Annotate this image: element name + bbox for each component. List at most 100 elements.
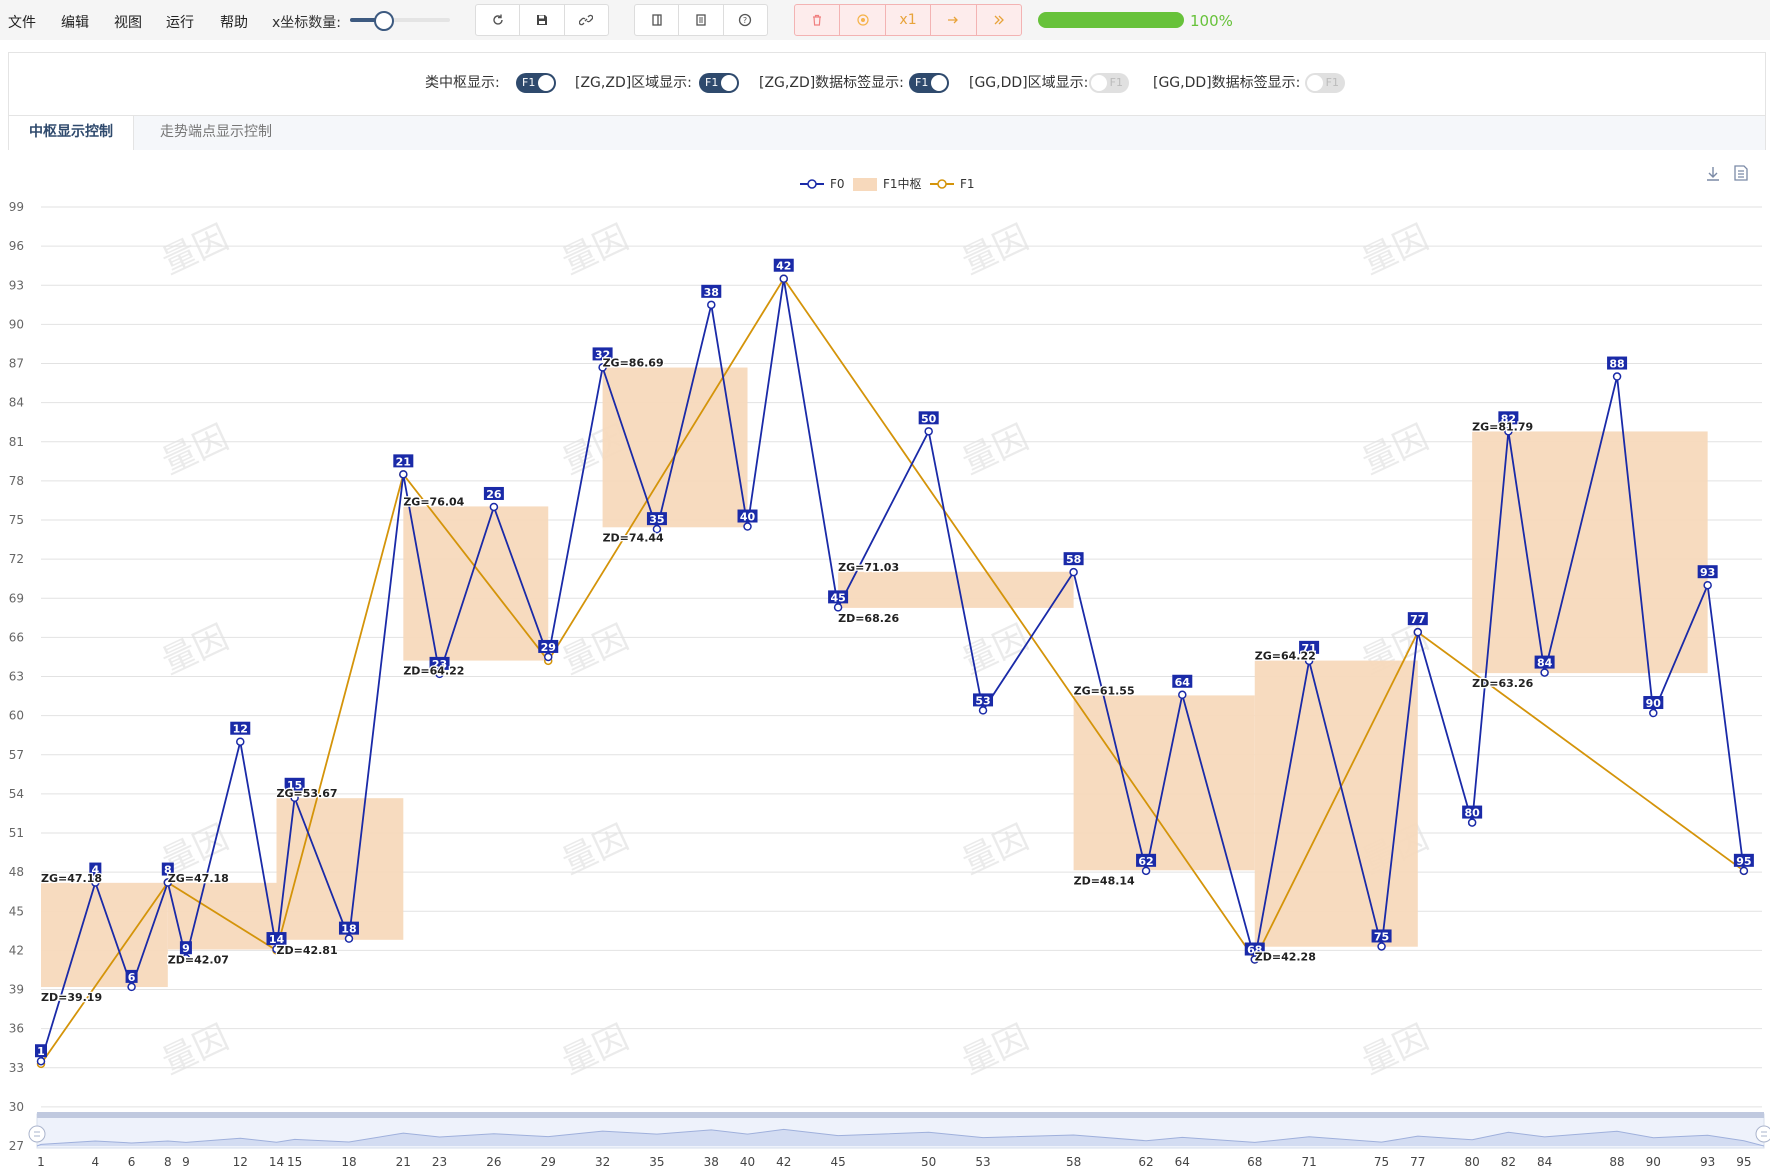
switch-label-zgzd-zone: [ZG,ZD]区域显示: <box>575 75 692 91</box>
save-icon[interactable] <box>519 5 563 35</box>
data-label: 80 <box>1464 807 1480 820</box>
data-point-f0 <box>489 502 499 512</box>
y-tick-label: 87 <box>9 357 24 371</box>
slider-fill <box>350 18 382 22</box>
watermark: 量因 <box>156 218 235 283</box>
data-point-f0 <box>598 363 607 372</box>
legend-f0-label: F0 <box>830 177 845 191</box>
zone-value-label: ZD=64.22 <box>403 665 464 678</box>
fast-forward-icon[interactable] <box>975 5 1021 35</box>
data-label-bg <box>161 862 174 876</box>
toggle-ggdd-label[interactable]: F1 <box>1305 73 1345 93</box>
data-label-bg <box>429 656 450 670</box>
data-point-f0 <box>236 737 245 746</box>
run-controls-group: x1 <box>794 4 1022 36</box>
data-label-bg <box>1299 640 1320 654</box>
switch-label-ggdd-label: [GG,DD]数据标签显示: <box>1153 75 1301 91</box>
data-label-bg <box>266 932 287 946</box>
data-label: 12 <box>233 723 248 736</box>
data-label: 68 <box>1247 944 1262 957</box>
data-label-bg <box>1498 411 1519 425</box>
x-tick-label: 62 <box>1138 1155 1153 1169</box>
data-label-bg <box>592 347 613 361</box>
data-label-bg <box>1063 552 1084 566</box>
progress-fill <box>1038 12 1184 28</box>
step-icon[interactable] <box>930 5 975 35</box>
menu-help[interactable]: 帮助 <box>220 15 248 31</box>
data-point-f0 <box>1540 668 1549 677</box>
y-tick-label: 27 <box>9 1139 24 1153</box>
data-view-icon[interactable] <box>1734 165 1748 181</box>
y-tick-label: 30 <box>9 1100 24 1114</box>
menu-edit[interactable]: 编辑 <box>61 15 89 31</box>
download-icon[interactable] <box>1707 167 1719 181</box>
data-label: 8 <box>164 864 172 877</box>
zone-value-label: ZD=48.14 <box>1074 874 1135 887</box>
toggle-ggdd-zone[interactable]: F1 <box>1089 73 1129 93</box>
data-label-bg <box>35 1044 47 1058</box>
zone-value-label: ZG=47.18 <box>41 872 102 885</box>
x-tick-label: 50 <box>921 1155 936 1169</box>
zone-rect <box>602 367 748 528</box>
legend-zone-label: F1中枢 <box>883 176 922 191</box>
data-point-f0 <box>1250 955 1260 964</box>
data-point-f0 <box>1178 690 1187 700</box>
zone-value-label: ZG=71.03 <box>838 561 899 574</box>
tab-endpoint-display[interactable]: 走势端点显示控制 <box>160 124 272 140</box>
data-label: 26 <box>486 488 502 501</box>
x-tick-label: 95 <box>1736 1155 1751 1169</box>
document-icon[interactable] <box>678 5 722 35</box>
data-zoom-bar <box>37 1112 1764 1118</box>
data-label-bg <box>828 590 849 604</box>
x-tick-label: 9 <box>182 1155 190 1169</box>
display-control-panel: 类中枢显示: F1 [ZG,ZD]区域显示: F1 [ZG,ZD]数据标签显示:… <box>8 52 1766 150</box>
watermark: 量因 <box>556 1018 635 1083</box>
zone-value-label: ZG=47.18 <box>168 872 229 885</box>
x-tick-label: 45 <box>830 1155 845 1169</box>
link-icon[interactable] <box>563 5 608 35</box>
menu-run[interactable]: 运行 <box>166 15 194 31</box>
y-tick-label: 36 <box>9 1022 24 1036</box>
zone-value-label: ZD=74.44 <box>603 531 664 544</box>
tab-center-display[interactable]: 中枢显示控制 <box>9 116 134 150</box>
chart-legend: F0 F1中枢 F1 <box>800 176 975 191</box>
x-count-slider[interactable] <box>350 11 450 31</box>
delete-icon[interactable] <box>795 5 839 35</box>
x-tick-label: 18 <box>341 1155 356 1169</box>
speed-button[interactable]: x1 <box>884 5 930 35</box>
data-point-f0 <box>1703 580 1712 590</box>
y-tick-label: 69 <box>9 591 24 605</box>
zone-value-label: ZD=39.19 <box>41 991 102 1004</box>
watermark: 量因 <box>956 818 1035 883</box>
zone-rect <box>41 882 168 988</box>
data-zoom-slider[interactable] <box>28 1112 1770 1149</box>
y-tick-label: 57 <box>9 748 24 762</box>
data-label-bg <box>918 411 939 425</box>
zone-value-label: ZD=42.07 <box>168 953 229 966</box>
zone-value-label: ZG=53.67 <box>277 787 338 800</box>
data-label: 88 <box>1609 358 1624 371</box>
slider-handle[interactable] <box>374 11 394 31</box>
data-zoom-preview <box>36 1128 1765 1147</box>
refresh-icon[interactable] <box>476 5 519 35</box>
x-tick-label: 14 <box>269 1155 284 1169</box>
x-tick-label: 21 <box>396 1155 411 1169</box>
data-label-bg <box>284 777 305 791</box>
y-tick-label: 66 <box>9 630 24 644</box>
zoom-handle[interactable] <box>1755 1125 1770 1143</box>
y-tick-label: 51 <box>9 826 24 840</box>
toggle-zgzd-zone[interactable]: F1 <box>699 73 739 93</box>
data-point-f0 <box>833 603 843 612</box>
data-point-f0 <box>1612 372 1622 381</box>
y-tick-label: 60 <box>9 709 24 723</box>
stop-icon[interactable] <box>839 5 884 35</box>
zoom-handle[interactable] <box>28 1125 46 1143</box>
help-icon[interactable]: ? <box>722 5 767 35</box>
progress-bar <box>1038 12 1184 28</box>
menu-view[interactable]: 视图 <box>114 15 142 31</box>
toggle-center[interactable]: F1 <box>516 73 556 93</box>
panel-icon[interactable] <box>635 5 678 35</box>
data-point-f0 <box>1413 627 1423 637</box>
toggle-zgzd-label[interactable]: F1 <box>909 73 949 93</box>
menu-file[interactable]: 文件 <box>8 15 36 31</box>
